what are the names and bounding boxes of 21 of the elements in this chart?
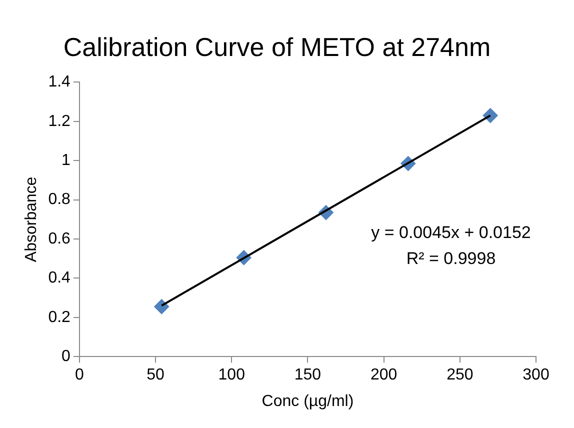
x-tick-label: 200 (370, 366, 398, 384)
y-tick-label: 0.2 (48, 308, 71, 326)
x-axis-title: Conc (µg/ml) (262, 392, 354, 410)
x-tick-label: 0 (74, 366, 84, 384)
y-tick-label: 1 (62, 152, 71, 170)
y-tick-label: 1.4 (48, 74, 71, 91)
x-tick-label: 150 (294, 366, 322, 384)
annotation: R² = 0.9998 (406, 248, 496, 268)
y-tick-label: 0.8 (48, 191, 71, 208)
x-tick-label: 100 (218, 366, 246, 384)
y-tick-label: 0.4 (48, 270, 71, 287)
annotation: y = 0.0045x + 0.0152 (371, 222, 531, 242)
x-tick-label: 250 (446, 366, 474, 384)
chart-title: Calibration Curve of METO at 274nm (63, 32, 491, 62)
y-tick-label: 0.6 (48, 230, 71, 248)
x-tick-label: 300 (522, 366, 550, 384)
x-tick-label: 50 (146, 366, 165, 384)
y-tick-label: 1.2 (48, 112, 71, 130)
y-axis-title: Absorbance (23, 176, 40, 262)
point (154, 299, 170, 314)
y-tick-label: 0 (62, 348, 71, 366)
